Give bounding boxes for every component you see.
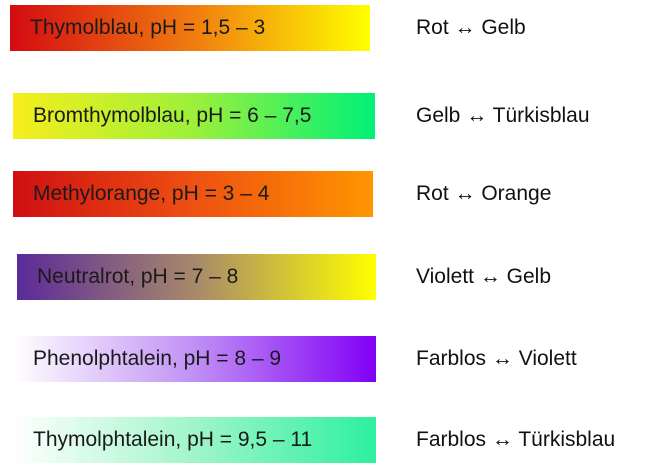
indicator-label: Neutralrot, pH = 7 – 8 — [37, 265, 239, 288]
indicator-label: Bromthymolblau, pH = 6 – 7,5 — [33, 104, 312, 127]
color-change-text: Farblos ↔ Violett — [416, 347, 577, 370]
indicator-bar: Thymolblau, pH = 1,5 – 3 — [10, 5, 370, 51]
color-change-text: Farblos ↔ Türkisblau — [416, 428, 616, 451]
indicator-label: Phenolphtalein, pH = 8 – 9 — [33, 347, 282, 370]
indicator-label: Methylorange, pH = 3 – 4 — [33, 182, 270, 205]
indicator-row-neutralrot: Neutralrot, pH = 7 – 8 Violett ↔ Gelb — [0, 254, 664, 304]
color-change-text: Rot ↔ Orange — [416, 182, 552, 205]
indicator-row-phenolphtalein: Phenolphtalein, pH = 8 – 9 Farblos ↔ Vio… — [0, 336, 664, 386]
indicator-row-bromthymolblau: Bromthymolblau, pH = 6 – 7,5 Gelb ↔ Türk… — [0, 93, 664, 143]
indicator-row-thymolblau: Thymolblau, pH = 1,5 – 3 Rot ↔ Gelb — [0, 5, 664, 55]
indicator-bar: Methylorange, pH = 3 – 4 — [13, 171, 373, 217]
color-change-text: Gelb ↔ Türkisblau — [416, 104, 590, 127]
indicator-bar: Bromthymolblau, pH = 6 – 7,5 — [13, 93, 375, 139]
color-change-text: Rot ↔ Gelb — [416, 16, 526, 39]
indicator-bar: Phenolphtalein, pH = 8 – 9 — [13, 336, 376, 382]
indicator-bar: Thymolphtalein, pH = 9,5 – 11 — [13, 417, 376, 463]
indicator-row-thymolphtalein: Thymolphtalein, pH = 9,5 – 11 Farblos ↔ … — [0, 417, 664, 467]
color-change-text: Violett ↔ Gelb — [416, 265, 552, 288]
indicator-label: Thymolphtalein, pH = 9,5 – 11 — [33, 428, 313, 451]
indicator-bar: Neutralrot, pH = 7 – 8 — [17, 254, 376, 300]
indicator-label: Thymolblau, pH = 1,5 – 3 — [30, 16, 266, 39]
indicator-row-methylorange: Methylorange, pH = 3 – 4 Rot ↔ Orange — [0, 171, 664, 221]
